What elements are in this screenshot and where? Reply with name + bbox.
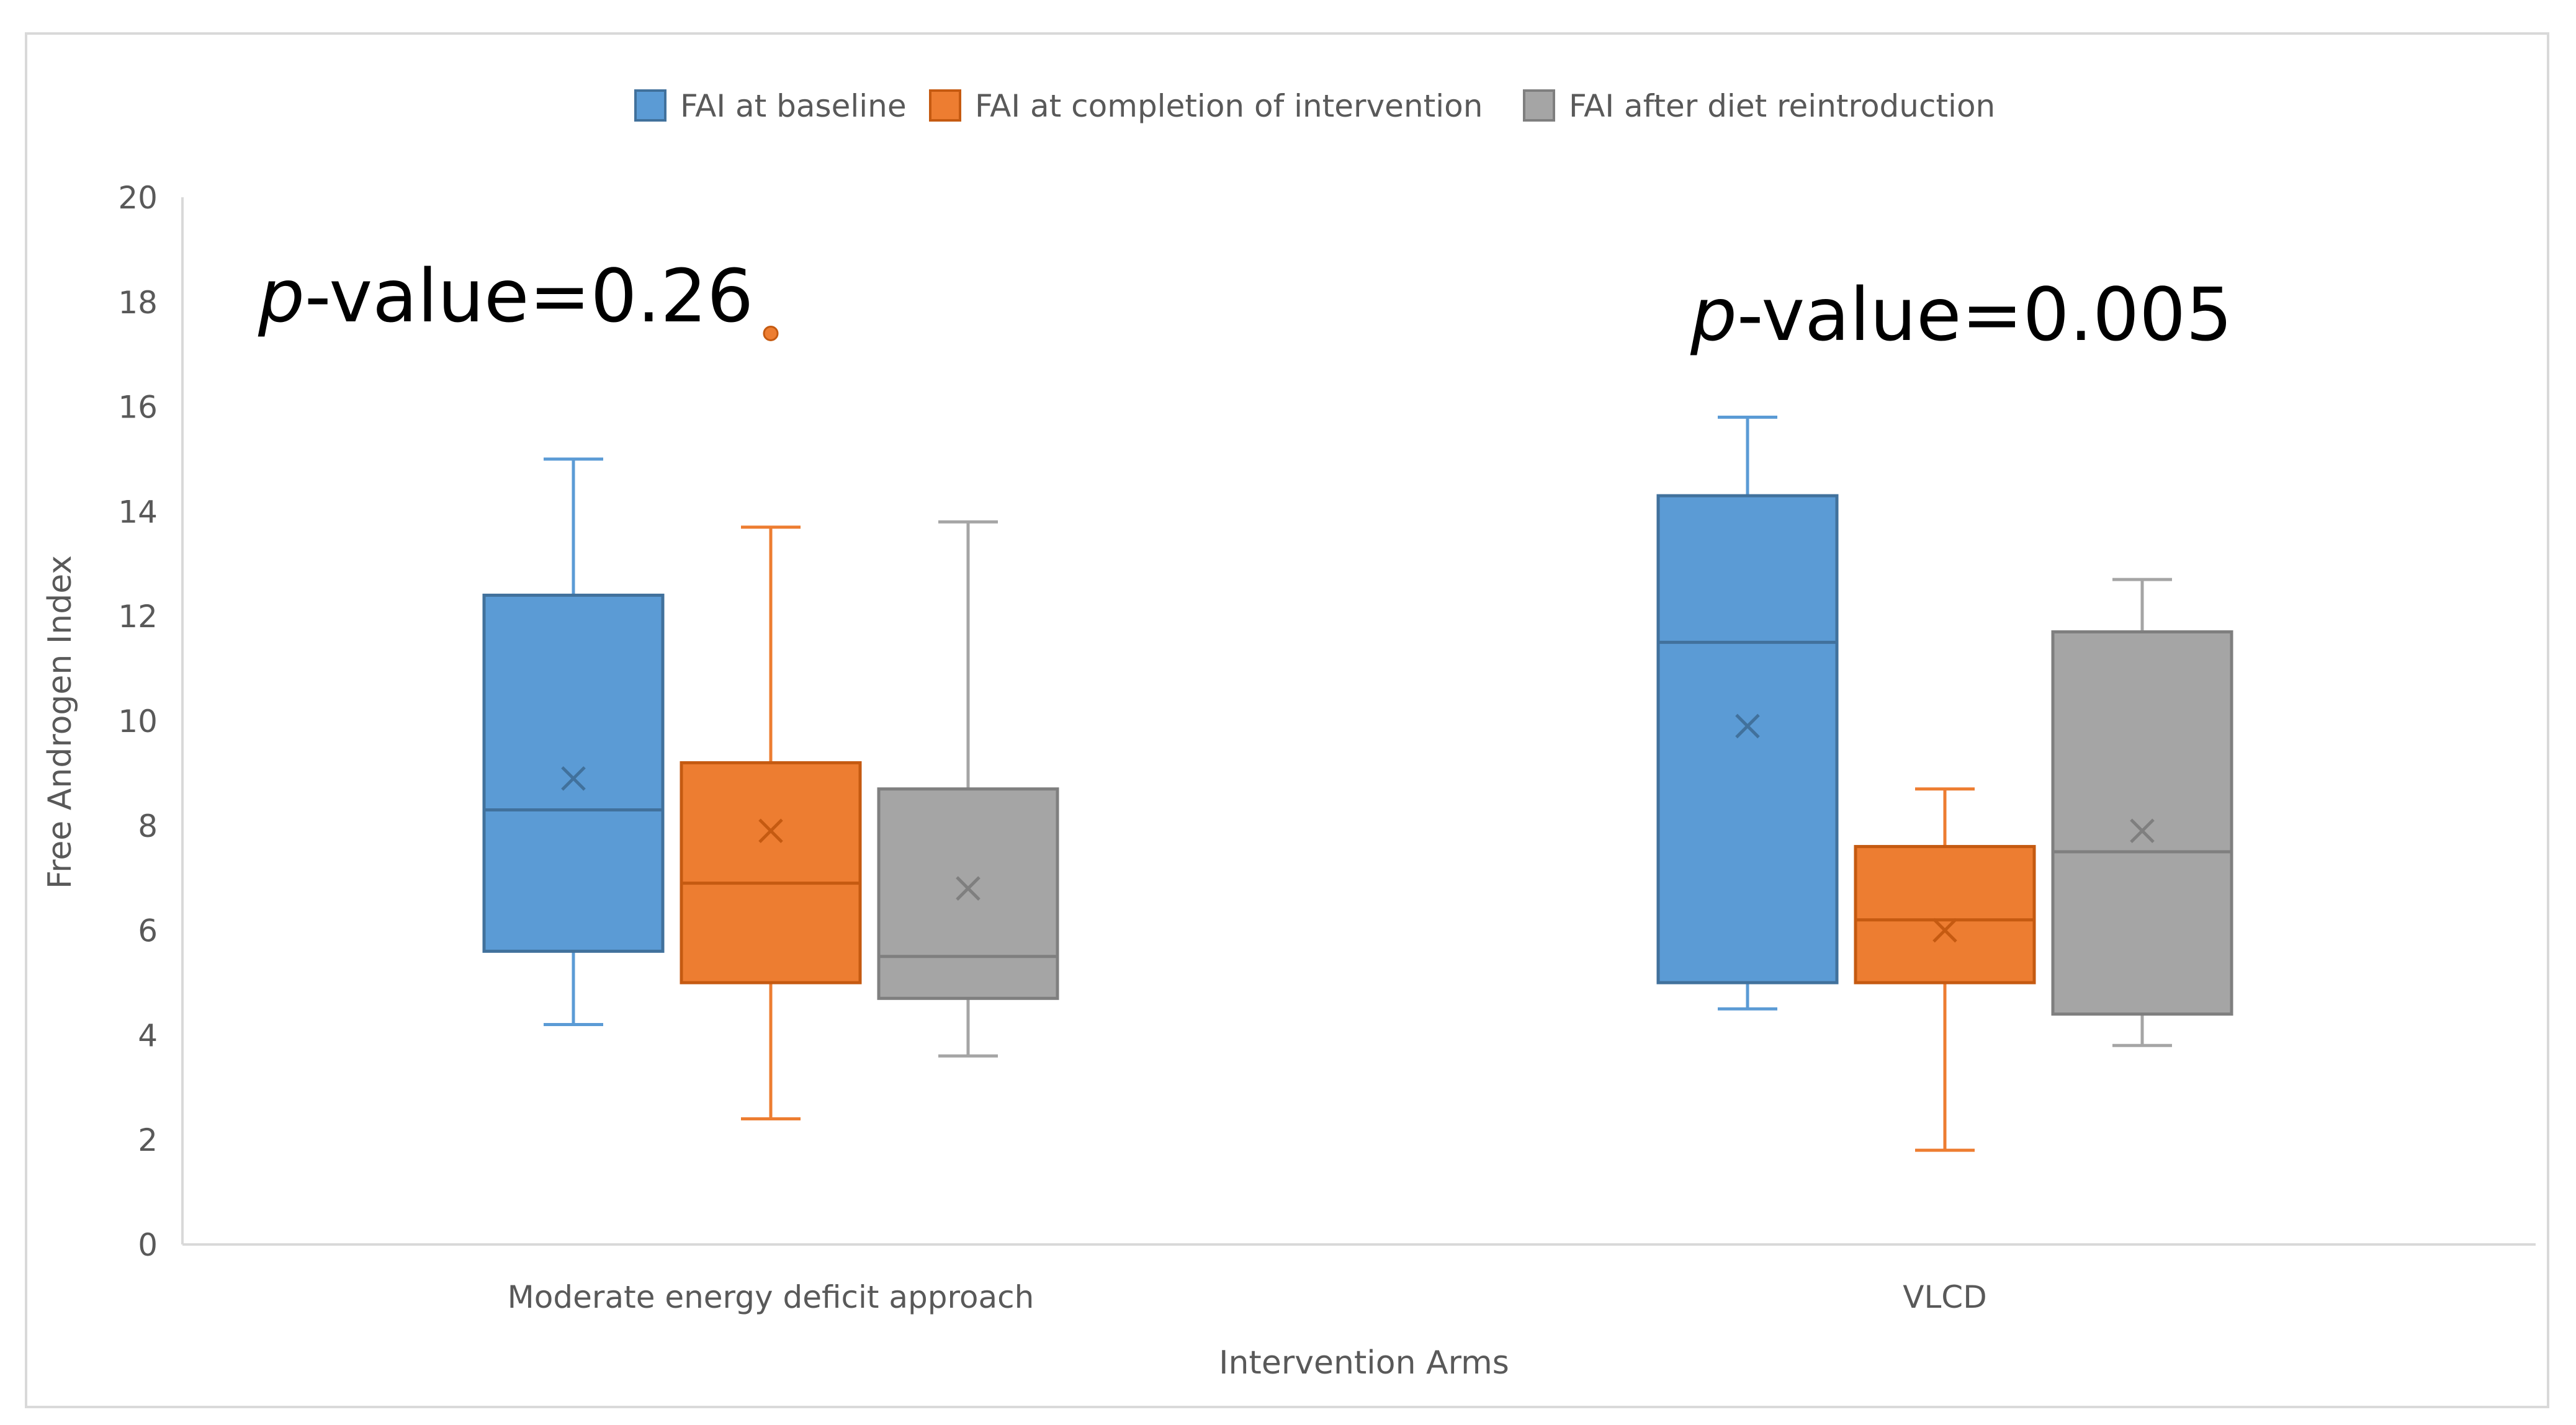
legend-label: FAI after diet reintroduction [1569, 88, 1995, 124]
y-tick-label: 6 [138, 913, 158, 949]
mean-marker [758, 818, 783, 844]
p-value-annotation: p-value=0.26 [258, 253, 753, 339]
p-value-annotation: p-value=0.005 [1690, 272, 2232, 357]
mean-marker [2130, 818, 2155, 844]
chart-canvas: FAI at baseline FAI at completion of inte… [42, 88, 2536, 1382]
legend: FAI at baseline FAI at completion of inte… [634, 88, 1995, 124]
legend-swatch [1523, 89, 1555, 122]
boxplot-series [482, 325, 2233, 1152]
mean-marker [561, 766, 586, 791]
mean-marker [1735, 713, 1760, 739]
y-tick-label: 18 [118, 285, 158, 321]
mean-marker [1932, 918, 1957, 943]
iqr-box [680, 761, 862, 985]
iqr-box [482, 593, 665, 953]
legend-swatch [929, 89, 961, 122]
axes: 0 2 4 6 8 10 12 14 16 18 20 Moderate energy deficit… [118, 180, 2536, 1315]
box-plot [1854, 787, 2036, 1152]
p-value-text: -value=0.26 [305, 253, 753, 339]
annotations: p-value=0.26 p-value=0.005 [258, 253, 2232, 357]
y-tick-label: 16 [118, 390, 158, 426]
y-tick-label: 20 [118, 180, 158, 216]
mean-marker [956, 876, 981, 901]
legend-swatch [634, 89, 666, 122]
p-symbol: p [258, 253, 305, 339]
y-tick-label: 0 [138, 1227, 158, 1263]
p-value-text: -value=0.005 [1737, 272, 2232, 357]
y-tick-label: 14 [118, 494, 158, 530]
y-tick-label: 10 [118, 704, 158, 739]
x-axis-title: Intervention Arms [1219, 1344, 1509, 1382]
y-tick-label: 12 [118, 599, 158, 635]
iqr-box [2051, 630, 2233, 1016]
iqr-box [1854, 845, 2036, 985]
outlier-point [763, 325, 779, 341]
legend-label: FAI at completion of intervention [975, 88, 1483, 124]
y-tick-label: 2 [138, 1122, 158, 1158]
p-symbol: p [1690, 272, 1737, 357]
box-plot [482, 457, 665, 1027]
chart-frame: FAI at baseline FAI at completion of inte… [25, 32, 2549, 1408]
iqr-box [877, 787, 1059, 1000]
box-plot [680, 325, 862, 1120]
iqr-box [1656, 494, 1839, 985]
legend-label: FAI at baseline [680, 88, 907, 124]
x-tick-label: VLCD [1903, 1279, 1986, 1315]
box-plot [1656, 415, 1839, 1011]
y-tick-label: 4 [138, 1017, 158, 1053]
y-axis-title: Free Androgen Index [42, 555, 79, 889]
box-plot [2051, 578, 2233, 1047]
y-tick-label: 8 [138, 808, 158, 844]
x-tick-label: Moderate energy deficit approach [508, 1279, 1034, 1315]
box-plot [877, 520, 1059, 1058]
